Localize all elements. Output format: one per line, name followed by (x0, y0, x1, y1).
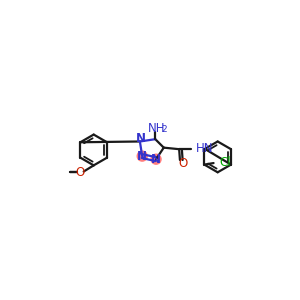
Text: O: O (178, 157, 188, 169)
Circle shape (137, 151, 147, 161)
Text: HN: HN (196, 142, 214, 155)
Text: N: N (151, 153, 161, 166)
Text: N: N (136, 132, 146, 145)
Circle shape (151, 154, 161, 164)
Text: O: O (75, 166, 85, 179)
Text: NH: NH (148, 122, 166, 135)
Text: Cl: Cl (220, 156, 231, 169)
Text: 2: 2 (162, 125, 167, 134)
Text: N: N (137, 150, 147, 163)
